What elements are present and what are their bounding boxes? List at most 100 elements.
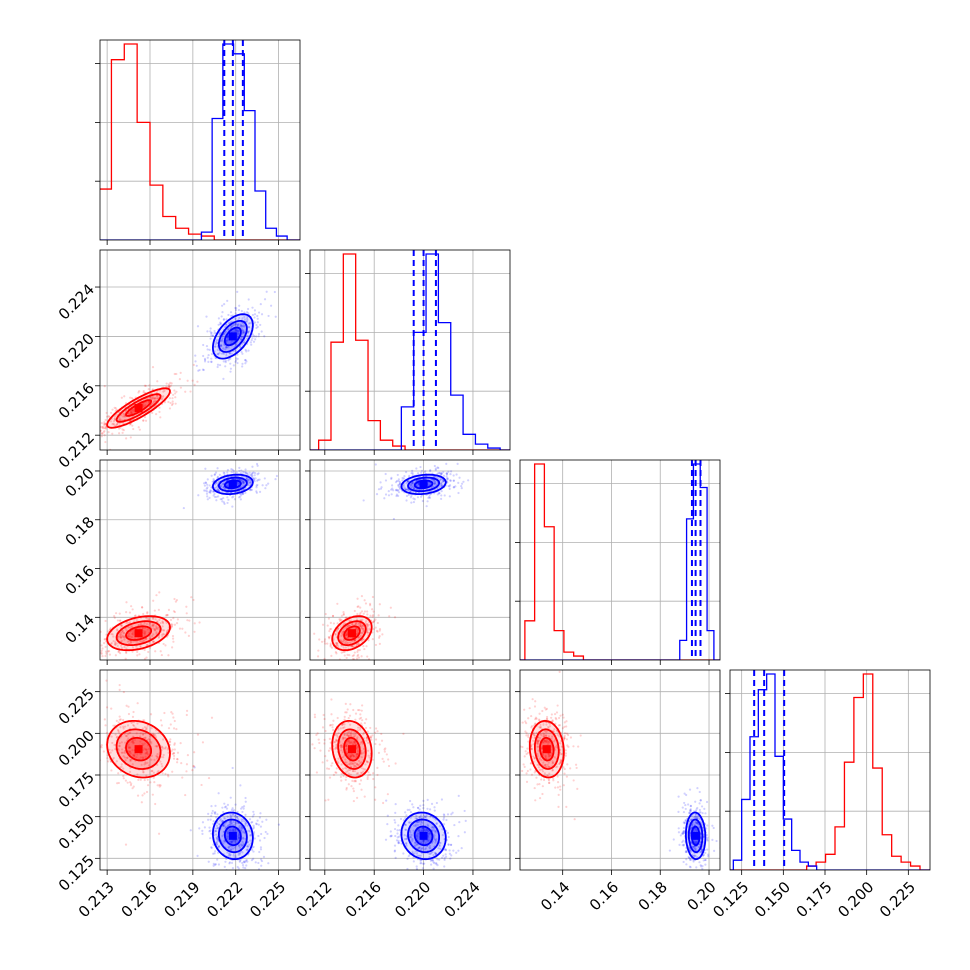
scatter-point xyxy=(558,762,561,766)
scatter-point xyxy=(256,321,259,324)
scatter-point xyxy=(145,748,148,752)
scatter-point xyxy=(440,490,443,493)
scatter-point xyxy=(416,834,419,838)
scatter-point xyxy=(129,750,132,753)
scatter-point xyxy=(186,754,189,757)
scatter-point xyxy=(153,397,156,400)
scatter-point xyxy=(463,809,466,813)
scatter-point xyxy=(428,495,431,499)
scatter-point xyxy=(424,829,427,833)
scatter-point xyxy=(354,718,357,721)
scatter-point xyxy=(151,402,154,405)
scatter-point xyxy=(245,864,248,867)
scatter-point xyxy=(147,400,151,404)
scatter-point xyxy=(145,727,148,731)
scatter-point xyxy=(416,837,419,840)
scatter-point xyxy=(453,823,456,827)
scatter-point xyxy=(417,820,421,823)
scatter-point xyxy=(214,343,217,346)
scatter-point xyxy=(557,724,560,727)
scatter-point xyxy=(242,481,245,485)
scatter-point xyxy=(541,785,544,788)
scatter-point xyxy=(216,352,220,355)
scatter-point xyxy=(152,627,156,630)
scatter-point xyxy=(154,399,157,403)
scatter-point xyxy=(422,804,425,807)
scatter-point xyxy=(176,618,179,621)
scatter-point xyxy=(397,479,400,483)
scatter-point xyxy=(166,748,169,751)
scatter-point xyxy=(351,654,354,658)
scatter-point xyxy=(364,622,367,625)
scatter-point xyxy=(144,404,147,407)
scatter-point xyxy=(355,747,358,751)
scatter-point xyxy=(152,640,155,643)
scatter-point xyxy=(434,467,437,470)
scatter-point xyxy=(104,654,107,658)
scatter-point xyxy=(218,819,222,822)
scatter-point xyxy=(240,324,243,328)
scatter-point xyxy=(463,831,466,834)
scatter-point xyxy=(406,867,409,870)
scatter-point xyxy=(131,650,134,653)
scatter-point xyxy=(438,844,441,848)
scatter-point xyxy=(359,761,362,765)
scatter-point xyxy=(259,323,262,327)
scatter-point xyxy=(159,416,162,419)
scatter-point xyxy=(365,737,368,740)
scatter-point xyxy=(554,716,557,720)
scatter-point xyxy=(191,768,194,772)
scatter-point xyxy=(365,645,368,648)
scatter-point xyxy=(169,384,172,387)
scatter-point xyxy=(464,819,467,822)
scatter-point xyxy=(315,733,318,737)
scatter-point xyxy=(250,480,253,484)
scatter-point xyxy=(225,346,228,349)
scatter-point xyxy=(416,806,420,809)
scatter-point xyxy=(210,805,213,808)
scatter-point xyxy=(423,828,426,831)
scatter-point xyxy=(252,477,255,480)
scatter-point xyxy=(356,612,359,616)
scatter-point xyxy=(144,728,147,731)
scatter-point xyxy=(217,863,221,866)
scatter-point xyxy=(356,763,359,766)
scatter-point xyxy=(151,634,154,638)
scatter-point xyxy=(170,711,173,714)
scatter-point xyxy=(406,857,409,860)
scatter-point xyxy=(313,632,316,635)
scatter-point xyxy=(373,619,376,622)
scatter-point xyxy=(359,713,362,716)
scatter-point xyxy=(433,829,436,832)
panel-2-0: 0.140.160.180.20 xyxy=(62,459,301,665)
scatter-point xyxy=(564,749,567,752)
scatter-point xyxy=(540,759,543,762)
scatter-point xyxy=(232,469,235,473)
scatter-point xyxy=(545,766,548,769)
scatter-point xyxy=(348,753,351,756)
scatter-point xyxy=(401,476,404,480)
scatter-point xyxy=(157,636,160,639)
scatter-point xyxy=(206,478,209,481)
scatter-point xyxy=(249,839,252,842)
scatter-point xyxy=(349,734,353,738)
panel-frame xyxy=(99,249,301,451)
scatter-point xyxy=(252,826,256,829)
scatter-point xyxy=(681,841,684,844)
scatter-point xyxy=(345,632,349,635)
scatter-point xyxy=(223,471,226,475)
scatter-point xyxy=(448,852,451,855)
scatter-point xyxy=(347,783,350,786)
scatter-point xyxy=(347,641,350,645)
scatter-point xyxy=(352,755,355,758)
scatter-point xyxy=(115,760,118,763)
scatter-point xyxy=(387,764,391,768)
scatter-point xyxy=(335,739,338,742)
scatter-point xyxy=(230,340,233,343)
scatter-point xyxy=(267,482,270,485)
scatter-point xyxy=(145,750,149,753)
scatter-point xyxy=(351,645,354,648)
scatter-point xyxy=(122,725,125,728)
scatter-point xyxy=(380,739,384,742)
scatter-point xyxy=(369,736,372,740)
